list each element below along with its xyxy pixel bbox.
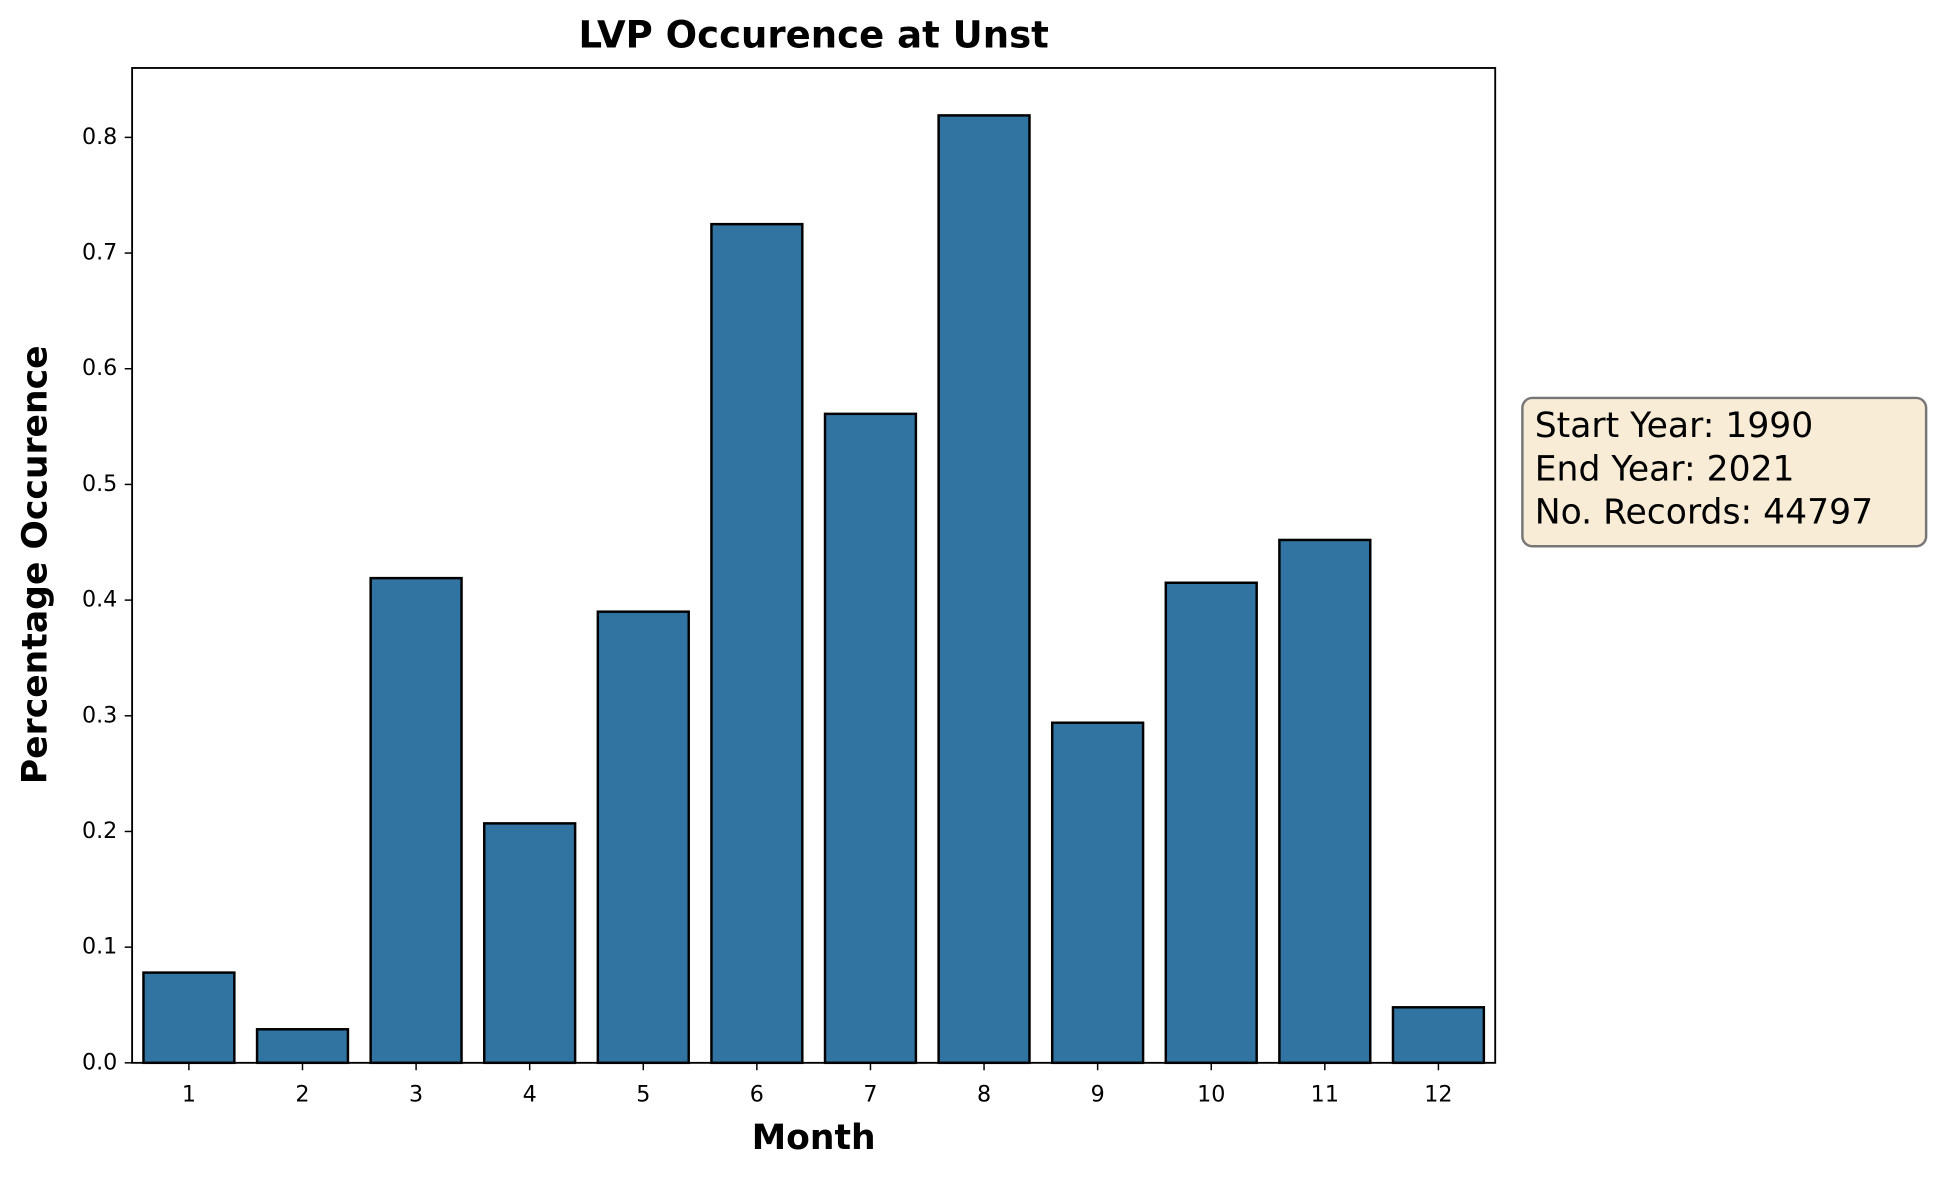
x-tick-label: 8: [977, 1081, 991, 1107]
y-tick-label: 0.7: [82, 240, 117, 266]
bar: [937, 114, 1031, 1065]
plot-frame: [131, 67, 1497, 1064]
bar: [142, 971, 236, 1065]
bar: [1050, 721, 1145, 1065]
x-tick-label: 7: [863, 1081, 877, 1107]
y-tick-label: 0.4: [82, 587, 117, 613]
y-tick-label: 0.1: [82, 934, 117, 960]
annotation-box: [1521, 396, 1928, 548]
bar: [596, 610, 690, 1065]
annotation-text: End Year: 2021: [1535, 449, 1795, 489]
x-tick-label: 11: [1311, 1081, 1339, 1107]
x-tick-label: 4: [523, 1081, 537, 1107]
y-tick-label: 0.5: [82, 471, 117, 497]
y-tick-label: 0.0: [82, 1049, 117, 1075]
x-axis-label: Month: [752, 1118, 876, 1158]
x-tick-label: 6: [750, 1081, 764, 1107]
annotation-text: Start Year: 1990: [1535, 406, 1814, 446]
bar: [483, 822, 577, 1065]
x-tick-label: 2: [295, 1081, 309, 1107]
x-tick-label: 12: [1424, 1081, 1452, 1107]
chart-title: LVP Occurence at Unst: [578, 14, 1048, 57]
bar: [1391, 1006, 1486, 1065]
y-axis-label: Percentage Occurence: [16, 345, 56, 784]
x-tick-label: 9: [1091, 1081, 1105, 1107]
y-tick-label: 0.8: [82, 124, 117, 150]
x-tick-label: 5: [636, 1081, 650, 1107]
bar: [255, 1028, 350, 1065]
y-tick-label: 0.6: [82, 355, 117, 381]
bar: [1164, 581, 1258, 1065]
x-tick-label: 1: [182, 1081, 196, 1107]
y-tick-label: 0.3: [82, 702, 117, 728]
y-tick-label: 0.2: [82, 818, 117, 844]
bar: [369, 576, 463, 1065]
x-tick-label: 3: [409, 1081, 423, 1107]
annotation-text: No. Records: 44797: [1535, 493, 1873, 533]
x-tick-label: 10: [1197, 1081, 1225, 1107]
bar: [1278, 538, 1372, 1065]
bar: [710, 222, 804, 1065]
bar: [823, 412, 918, 1065]
